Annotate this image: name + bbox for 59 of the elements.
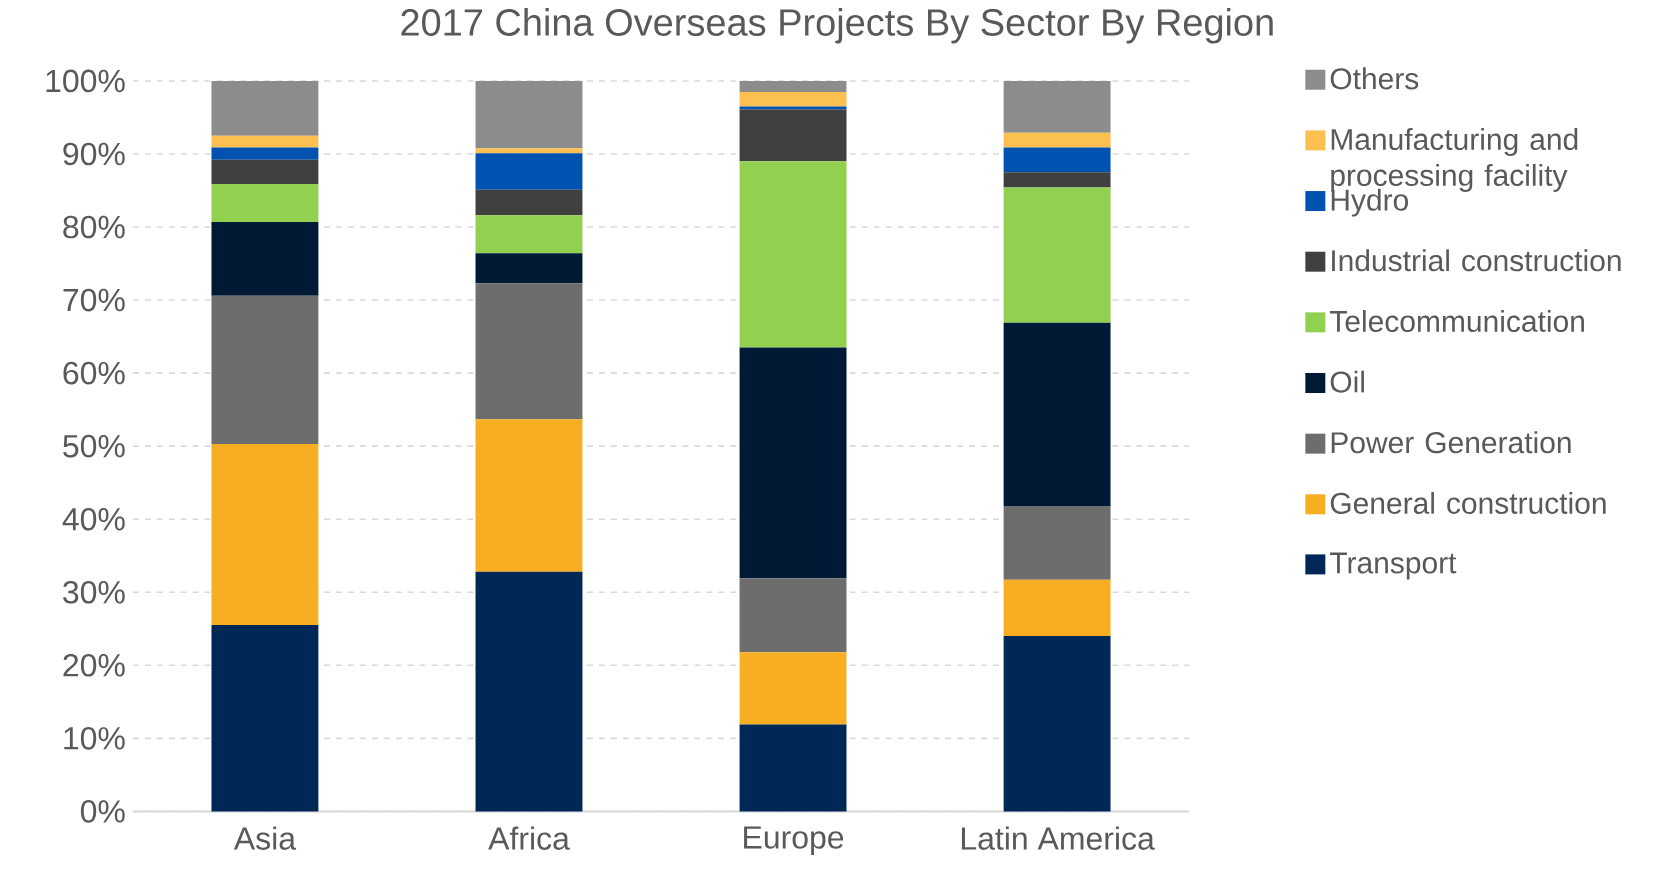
bar <box>1003 322 1111 506</box>
bar <box>1003 80 1111 133</box>
y-tick-label: 70% <box>63 288 125 312</box>
bar <box>475 215 583 254</box>
legend-label: General construction <box>1330 491 1606 514</box>
legend-label: Others <box>1330 67 1419 90</box>
bar <box>739 80 847 92</box>
bar <box>1003 147 1111 173</box>
y-tick-label: 10% <box>64 726 125 750</box>
x-tick-label: Asia <box>233 826 297 850</box>
bar <box>1003 579 1111 636</box>
bar <box>211 624 319 812</box>
bar <box>211 80 319 136</box>
legend-label: Power Generation <box>1331 431 1571 454</box>
legend-label: Transport <box>1329 552 1457 580</box>
bar <box>739 109 847 162</box>
legend-label: Oil <box>1330 370 1364 393</box>
y-tick-label: 90% <box>63 142 125 166</box>
bar <box>211 443 319 625</box>
x-tick-label: Latin America <box>961 826 1155 850</box>
bar <box>475 153 583 190</box>
legend-label: Telecommunication <box>1329 309 1584 332</box>
y-tick-label: 40% <box>62 507 125 531</box>
bar <box>475 418 583 572</box>
bar <box>475 189 583 216</box>
chart-title: 2017 China Overseas Projects By Sector By Region <box>401 7 1273 44</box>
legend-label: Industrial construction <box>1332 249 1621 272</box>
bar <box>739 347 847 579</box>
bar <box>739 724 847 812</box>
bar <box>739 651 847 725</box>
x-tick-label: Europe <box>744 826 844 855</box>
bar <box>1003 187 1111 323</box>
bar <box>1003 635 1111 812</box>
bar <box>211 221 319 296</box>
y-tick-label: 100% <box>46 69 125 93</box>
y-tick-label: 20% <box>63 653 125 677</box>
bar <box>1003 172 1111 188</box>
bar <box>211 159 319 184</box>
bar <box>475 283 583 419</box>
y-tick-label: 60% <box>63 361 125 385</box>
y-tick-label: 50% <box>63 434 125 458</box>
y-tick-label: 0% <box>80 799 125 823</box>
bar <box>475 80 583 148</box>
bar <box>211 147 319 160</box>
bar <box>739 578 847 652</box>
bar <box>1003 132 1111 148</box>
y-tick-label: 80% <box>63 215 125 239</box>
y-tick-label: 30% <box>63 580 125 604</box>
bar <box>211 183 319 222</box>
bar <box>739 106 847 110</box>
bar <box>739 161 847 348</box>
bar <box>739 91 847 107</box>
x-tick-label: Africa <box>488 826 570 850</box>
bar <box>1003 505 1111 580</box>
bar <box>475 147 583 154</box>
bar <box>211 295 319 444</box>
bar <box>211 135 319 148</box>
bar <box>475 571 583 812</box>
bar <box>475 253 583 284</box>
